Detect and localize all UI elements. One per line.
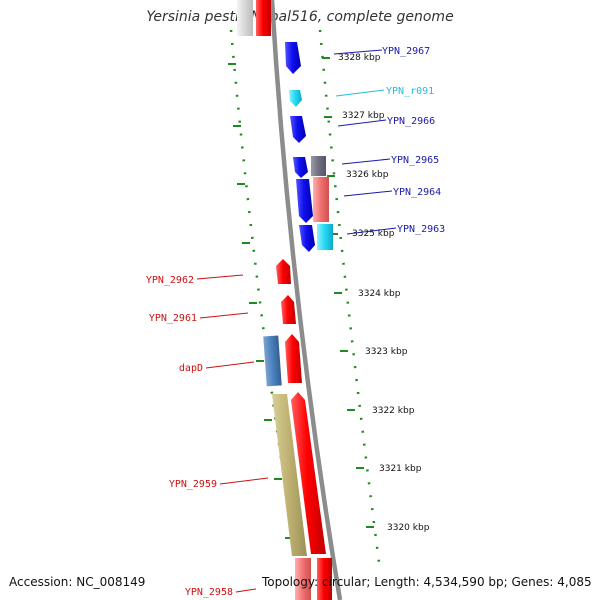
accession-text: Accession: NC_008149: [9, 575, 146, 589]
leader-line: [337, 119, 387, 127]
gene-label[interactable]: dapD: [179, 363, 203, 374]
feature-bottom-red: [317, 558, 332, 600]
gene-label[interactable]: YPN_2962: [146, 275, 194, 286]
genome-backbone: [269, 0, 343, 600]
leader-line: [333, 49, 383, 55]
minor-ticks-left: [228, 63, 293, 539]
gene-ypn-2967[interactable]: [285, 42, 301, 74]
gene-label[interactable]: YPN_2964: [393, 187, 441, 198]
feature-steelblue: [263, 335, 282, 387]
gene-label[interactable]: YPN_2963: [397, 224, 445, 235]
gene-label[interactable]: YPN_2966: [387, 116, 435, 127]
feature-pink: [313, 177, 329, 222]
tick-label: 3328 kbp: [338, 53, 381, 63]
map-title: Yersinia pestis Nepal516, complete genom…: [146, 9, 454, 25]
leader-line: [235, 588, 257, 593]
gene-ypn-2959[interactable]: [291, 392, 326, 554]
gene-label[interactable]: YPN_2967: [382, 46, 430, 57]
leader-line: [346, 227, 397, 235]
leader-line: [343, 190, 393, 197]
gene-ypn-r091[interactable]: [289, 90, 302, 107]
leader-line: [219, 477, 269, 485]
gene-ypn-2962[interactable]: [276, 259, 291, 284]
leader-line: [335, 89, 385, 97]
gene-ypn-2965[interactable]: [293, 157, 308, 178]
tick-label: 3327 kbp: [342, 111, 385, 121]
gene-dapd[interactable]: [285, 334, 302, 383]
gene-ypn-2966[interactable]: [290, 116, 306, 143]
gene-ypn-2963[interactable]: [299, 225, 315, 252]
feature-top-red: [256, 0, 271, 36]
tick-label: 3321 kbp: [379, 464, 422, 474]
feature-top-light: [237, 0, 253, 36]
tick-label: 3320 kbp: [387, 523, 430, 533]
feature-cyan: [317, 224, 333, 250]
gene-ypn-2964[interactable]: [296, 179, 313, 223]
tick-label: 3325 kbp: [352, 229, 395, 239]
leader-line: [196, 274, 244, 280]
leader-line: [341, 158, 391, 165]
feature-gray: [311, 156, 326, 176]
tick-label: 3326 kbp: [346, 170, 389, 180]
tick-label: 3323 kbp: [365, 347, 408, 357]
topology-summary: Topology: circular; Length: 4,534,590 bp…: [262, 575, 592, 589]
tick-label: 3324 kbp: [358, 289, 401, 299]
leader-line: [205, 361, 255, 369]
gene-label[interactable]: YPN_2958: [185, 587, 233, 598]
gene-label[interactable]: YPN_2961: [149, 313, 197, 324]
gene-label[interactable]: YPN_2959: [169, 479, 217, 490]
gene-label[interactable]: YPN_2965: [391, 155, 439, 166]
leader-line: [199, 312, 249, 319]
feature-olive: [272, 394, 307, 556]
tick-label: 3322 kbp: [372, 406, 415, 416]
gene-label[interactable]: YPN_r091: [386, 86, 434, 97]
gene-ypn-2961[interactable]: [281, 295, 296, 324]
feature-bottom-pink: [295, 558, 311, 600]
